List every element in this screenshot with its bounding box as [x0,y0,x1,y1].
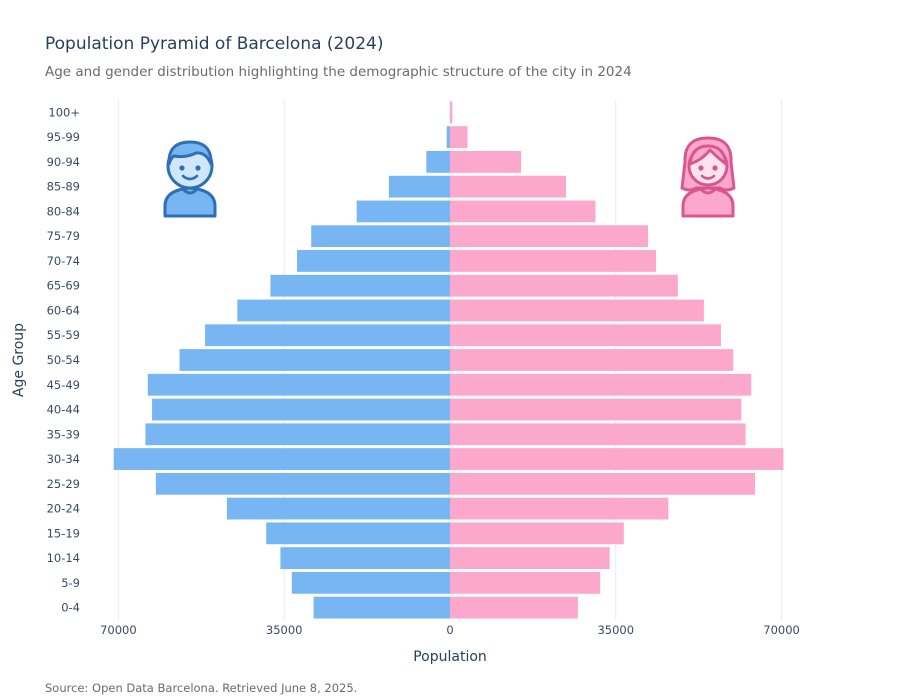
bar-male-80-84 [356,200,450,223]
y-tick-label: 20-24 [47,502,80,516]
source-note: Source: Open Data Barcelona. Retrieved J… [45,681,358,695]
bar-male-35-39 [145,423,450,446]
y-tick-label: 45-49 [47,378,80,392]
y-axis-ticks: 0-4 5-9 10-14 15-19 20-24 25-29 30-34 35-39 40-4… [47,105,80,614]
y-tick-label: 60-64 [47,303,80,317]
bar-female-50-54 [450,349,734,371]
y-tick-label: 65-69 [47,279,80,293]
bar-female-45-49 [450,373,752,396]
bar-female-15-19 [450,522,624,545]
bar-female-55-59 [450,324,721,347]
y-tick-label: 85-89 [47,180,80,194]
y-tick-label: 95-99 [47,130,80,144]
bar-male-45-49 [147,373,450,396]
bar-female-85-89 [450,175,567,198]
x-axis-title: Population [413,649,487,665]
y-tick-label: 30-34 [47,452,80,466]
bar-male-25-29 [155,472,450,495]
y-tick-label: 0-4 [61,601,80,615]
bar-male-0-4 [313,596,450,619]
x-tick-label: 35000 [266,623,303,637]
bar-male-5-9 [291,571,450,594]
bar-male-20-24 [226,497,450,520]
x-tick-label: 35000 [597,623,634,637]
bar-female-100+ [450,101,453,124]
bar-female-10-14 [450,547,610,569]
y-tick-label: 70-74 [47,254,80,268]
bar-male-50-54 [179,349,451,371]
bar-male-65-69 [270,274,450,297]
bars [113,101,784,619]
bar-female-65-69 [450,274,678,297]
bar-male-70-74 [297,250,450,272]
y-tick-label: 90-94 [47,155,80,169]
bar-male-15-19 [266,522,450,545]
y-tick-label: 80-84 [47,204,80,218]
bar-male-75-79 [311,225,450,248]
y-tick-label: 5-9 [61,576,80,590]
bar-female-80-84 [450,200,596,223]
y-tick-label: 15-19 [47,526,80,540]
x-tick-label: 0 [446,623,453,637]
bar-female-90-94 [450,151,522,173]
bar-female-75-79 [450,225,648,248]
y-axis-title: Age Group [11,323,27,397]
x-tick-label: 70000 [763,623,800,637]
bar-male-40-44 [152,398,451,421]
chart-title: Population Pyramid of Barcelona (2024) [45,34,384,54]
y-tick-label: 25-29 [47,477,80,491]
y-tick-label: 35-39 [47,427,80,441]
female-person-icon [680,136,736,218]
bar-female-95-99 [450,126,468,149]
bar-male-10-14 [280,547,450,569]
y-tick-label: 10-14 [47,551,80,565]
y-tick-label: 100+ [48,105,80,119]
y-tick-label: 50-54 [47,353,80,367]
bar-female-0-4 [450,596,578,619]
bar-female-35-39 [450,423,746,446]
male-person-icon [163,140,217,218]
bar-female-20-24 [450,497,669,520]
bar-female-5-9 [450,571,601,594]
bar-female-30-34 [450,448,784,470]
bar-female-70-74 [450,250,657,272]
bar-male-55-59 [205,324,450,347]
x-axis-ticks: 70000 35000 0 35000 70000 [100,623,800,637]
x-tick-label: 70000 [100,623,137,637]
y-tick-label: 75-79 [47,229,80,243]
bar-female-40-44 [450,398,742,421]
bar-female-25-29 [450,472,756,495]
y-tick-label: 55-59 [47,328,80,342]
bar-male-30-34 [113,448,451,470]
bar-male-85-89 [388,175,450,198]
y-tick-label: 40-44 [47,403,80,417]
bar-male-95-99 [446,126,450,149]
bar-male-90-94 [426,151,450,173]
bar-female-60-64 [450,299,704,322]
chart-subtitle: Age and gender distribution highlighting… [45,64,632,80]
bar-male-60-64 [237,299,450,322]
